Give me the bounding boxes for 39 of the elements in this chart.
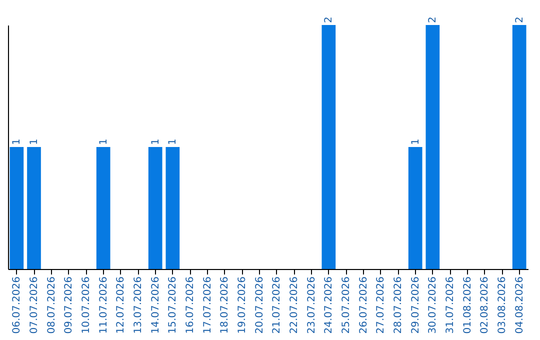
x-tick-label: 11.07.2026 xyxy=(98,276,110,334)
x-tick-label: 25.07.2026 xyxy=(341,276,352,334)
x-tick-label: 04.08.2026 xyxy=(514,276,526,334)
x-tick-label: 27.07.2026 xyxy=(376,276,387,334)
x-tick-label: 09.07.2026 xyxy=(64,276,75,334)
x-tick-label: 12.07.2026 xyxy=(116,276,127,334)
x-tick-label: 01.08.2026 xyxy=(462,276,474,334)
x-tick-label: 10.07.2026 xyxy=(81,276,92,334)
x-tick-label: 22.07.2026 xyxy=(289,276,300,334)
data-label: 1 xyxy=(168,138,179,145)
data-label: 1 xyxy=(150,138,162,145)
x-tick-label: 29.07.2026 xyxy=(410,276,422,334)
x-tick-label: 23.07.2026 xyxy=(306,276,318,334)
x-tick-label: 14.07.2026 xyxy=(150,276,162,334)
data-label: 2 xyxy=(514,16,526,23)
x-tick-label: 31.07.2026 xyxy=(445,276,456,334)
data-label: 1 xyxy=(12,138,23,145)
x-tick-label: 13.07.2026 xyxy=(133,276,144,334)
data-label: 2 xyxy=(428,16,439,23)
x-tick-label: 07.07.2026 xyxy=(29,276,40,334)
x-tick-label: 19.07.2026 xyxy=(237,276,248,334)
x-tick-label: 21.07.2026 xyxy=(272,276,283,334)
x-tick-label: 06.07.2026 xyxy=(12,276,23,334)
x-tick-label: 30.07.2026 xyxy=(428,276,439,334)
x-tick-label: 18.07.2026 xyxy=(220,276,231,334)
x-tick-label: 28.07.2026 xyxy=(393,276,404,334)
x-tick-label: 02.08.2026 xyxy=(480,276,491,334)
x-tick-label: 17.07.2026 xyxy=(202,276,214,334)
x-tick-label: 16.07.2026 xyxy=(185,276,196,334)
x-tick-label: 03.08.2026 xyxy=(497,276,508,334)
data-label: 1 xyxy=(410,138,422,145)
data-label: 1 xyxy=(98,138,110,145)
data-label: 1 xyxy=(29,138,40,145)
x-tick-label: 15.07.2026 xyxy=(168,276,179,334)
x-tick-label: 26.07.2026 xyxy=(358,276,370,334)
x-tick-label: 20.07.2026 xyxy=(254,276,266,334)
x-tick-label: 08.07.2026 xyxy=(46,276,58,334)
data-label: 2 xyxy=(324,16,335,23)
x-tick-label: 24.07.2026 xyxy=(324,276,335,334)
